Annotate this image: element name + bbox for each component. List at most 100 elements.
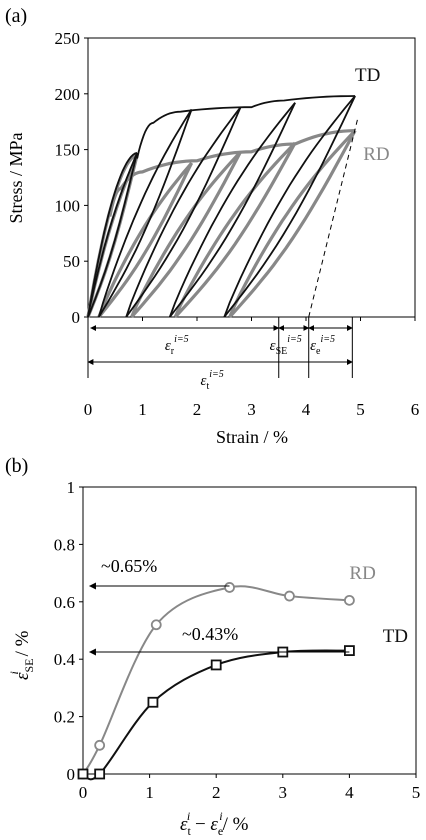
unit: / %	[223, 814, 249, 835]
x-tick-label: 2	[212, 783, 221, 802]
panel-label-a: (a)	[5, 5, 27, 27]
x-axis-label: Strain / %	[216, 427, 288, 447]
data-point	[147, 696, 159, 708]
panel-a: (a) 0 50 100 150 200 250 0 1 2 3 4 5 6 Strain / % Stres…	[5, 5, 419, 447]
superscript: i	[7, 671, 21, 674]
series-td	[77, 645, 355, 781]
data-point	[77, 768, 89, 780]
x-tick-label: 4	[302, 400, 311, 419]
data-point	[343, 645, 355, 656]
minus: −	[190, 814, 210, 835]
epsilon: ε	[210, 814, 218, 835]
series-rd	[77, 582, 355, 780]
reloading-curve	[223, 95, 356, 318]
reloading-curve	[173, 141, 297, 318]
x-tick-label: 5	[412, 783, 421, 802]
subscript: t	[188, 824, 192, 838]
subscript: SE	[22, 658, 36, 672]
series-rd: RD	[86, 129, 390, 319]
y-tick-label: 250	[55, 29, 81, 48]
epsilon: ε	[201, 373, 207, 389]
data-point	[343, 594, 355, 606]
reloading-curve	[130, 150, 242, 318]
elastic-dashed-line	[308, 118, 359, 318]
y-tick-label: 0	[67, 765, 76, 784]
series-label-rd: RD	[349, 563, 375, 584]
x-tick-label: 3	[247, 400, 256, 419]
data-point	[224, 582, 235, 593]
superscript: i	[219, 809, 222, 823]
superscript: i=5	[209, 369, 224, 380]
epsilon: ε	[270, 338, 276, 354]
reloading-curve	[168, 102, 296, 318]
superscript: i=5	[287, 334, 302, 345]
subscript: e	[316, 346, 321, 357]
reloading-curve	[228, 129, 357, 318]
series-td: TD	[87, 65, 380, 318]
superscript: i=5	[320, 334, 335, 345]
x-tick-label: 1	[145, 783, 154, 802]
data-point	[94, 768, 106, 780]
epsilon: ε	[12, 672, 33, 680]
envelope-curve	[136, 95, 356, 159]
annotation-label: εei=5	[310, 334, 335, 357]
series-label-td: TD	[355, 65, 380, 86]
plot-frame	[82, 486, 417, 775]
annotation-label: εri=5	[165, 334, 189, 357]
reloading-curve	[87, 152, 138, 318]
arrow-label: ~0.65%	[101, 556, 157, 576]
x-tick-label: 0	[79, 783, 88, 802]
y-tick-label: 0.4	[54, 650, 76, 669]
x-tick-label: 0	[84, 400, 93, 419]
y-axis-label: εSEi / %	[7, 630, 36, 680]
unloading-curve	[87, 152, 138, 318]
x-axis-label: εti − εei/ %	[180, 809, 249, 838]
reloading-curve	[98, 108, 193, 318]
y-axis-label: Stress / MPa	[6, 132, 26, 223]
data-point	[94, 739, 106, 751]
y-tick-label: 0.8	[54, 535, 75, 554]
unloading-curve	[97, 162, 194, 318]
x-tick-label: 3	[279, 783, 288, 802]
panel-label-b: (b)	[5, 455, 28, 477]
epsilon: ε	[310, 338, 316, 354]
subscript: e	[218, 824, 223, 838]
subscript: SE	[276, 346, 288, 357]
loading-curve	[87, 152, 138, 318]
epsilon: ε	[165, 338, 171, 354]
series-label-rd: RD	[363, 144, 389, 165]
subscript: r	[171, 346, 175, 357]
superscript: i	[187, 809, 190, 823]
reloading-curve	[125, 106, 242, 318]
x-tick-label: 6	[411, 400, 420, 419]
annotation-label: εSEi=5	[270, 334, 302, 357]
y-tick-label: 100	[55, 196, 81, 215]
x-tick-label: 1	[138, 400, 147, 419]
y-tick-label: 150	[55, 141, 81, 160]
unloading-curve	[169, 102, 296, 318]
annotation-label: εti=5	[201, 369, 224, 392]
x-tick-label: 4	[345, 783, 354, 802]
y-tick-label: 0.6	[54, 593, 75, 612]
x-tick-label: 2	[193, 400, 202, 419]
unloading-curve	[223, 95, 356, 318]
y-tick-label: 50	[63, 252, 80, 271]
unloading-curve	[228, 129, 357, 319]
data-point	[284, 590, 295, 602]
unloading-curve	[130, 151, 243, 319]
superscript: i=5	[174, 334, 189, 345]
data-point	[210, 659, 222, 671]
reloading-curve	[97, 161, 193, 318]
unloading-curve	[125, 106, 242, 318]
y-tick-label: 0	[72, 308, 81, 327]
series-label-td: TD	[383, 626, 408, 647]
series-line	[82, 585, 350, 775]
epsilon: ε	[180, 814, 188, 835]
unloading-curve	[174, 142, 297, 319]
unloading-curve	[98, 109, 193, 318]
y-tick-label: 1	[67, 478, 76, 497]
y-tick-label: 200	[55, 85, 81, 104]
unit: / %	[12, 630, 33, 661]
